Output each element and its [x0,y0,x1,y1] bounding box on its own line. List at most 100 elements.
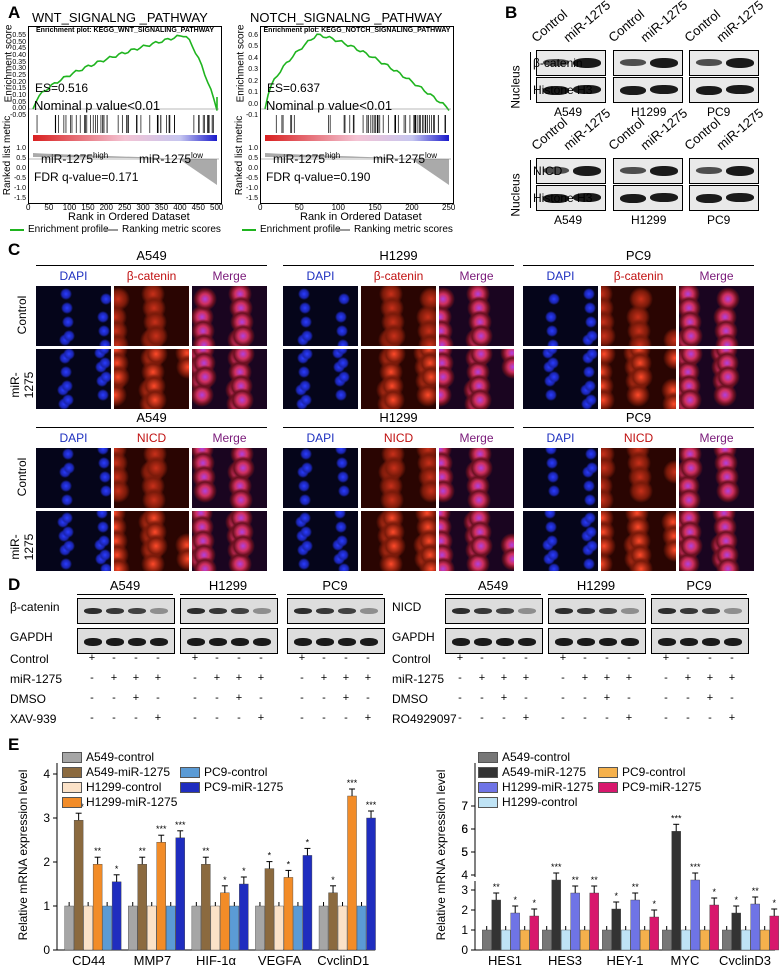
category-label: MMP7 [134,953,172,965]
bar [681,930,690,950]
blot-box [77,598,175,624]
treatment-sign: - [497,712,511,724]
lane-label-control: Control [528,7,570,45]
treatment-sign: - [317,692,331,704]
cell-underline [36,427,267,428]
treatment-sign: - [659,712,673,724]
blot-box [689,158,759,184]
bar [303,855,312,950]
channel-label: Merge [192,269,267,283]
bar [255,906,264,950]
channel-label: DAPI [523,431,598,445]
micrograph-tile [361,286,436,346]
bar [732,913,741,950]
band [150,638,168,646]
legend-line [336,229,350,231]
treatment-sign: - [107,652,121,664]
band [294,608,312,614]
row-label: NICD [533,164,562,178]
band [555,638,573,646]
hit-bars [276,115,445,133]
y-axis-label: Relative mRNA expression level [434,770,448,941]
legend-swatch [478,782,498,793]
row-label: GAPDH [392,630,435,644]
hit-bars [37,115,214,133]
treatment-sign: - [622,652,636,664]
treatment-sign: + [725,712,739,724]
low-sup: low [191,151,203,160]
y-tick: 0.0 [238,165,258,172]
treatment-sign: - [254,652,268,664]
bar [722,930,731,950]
treatment-sign: + [622,712,636,724]
significance-mark: * [652,899,656,909]
blot-box [445,628,543,654]
band [577,608,595,614]
treatment-sign: + [339,692,353,704]
cell-header: A549 [36,410,267,425]
band [187,608,205,614]
treatment-sign: - [681,712,695,724]
y-tick: -0.5 [6,175,26,182]
micrograph-tile [601,511,676,571]
cell-label: PC9 [707,213,730,227]
micrograph-tile [601,448,676,508]
treatment-sign: - [681,692,695,704]
treatment-label: miR-1275 [10,672,62,686]
micrograph-tile [523,349,598,409]
micrograph-tile [523,286,598,346]
micrograph-tile [439,511,514,571]
blot-box [287,598,385,624]
bar [211,906,220,950]
row-label: Histone H3 [533,83,592,97]
band [253,638,271,646]
row-label: Histone H3 [533,191,592,205]
category-label: MYC [671,953,700,965]
legend-text: A549-control [86,750,154,764]
micrograph-tile [283,511,358,571]
legend-item: A549-miR-1275 [62,765,170,779]
bar [751,904,760,950]
category-label: CyclinD3 [719,953,771,965]
band [106,608,124,614]
lane-label-mir: miR-1275 [637,0,690,45]
treatment-sign: - [85,712,99,724]
treatment-sign: + [232,672,246,684]
band [496,638,514,646]
treatment-sign: + [361,712,375,724]
category-label: HES1 [488,953,522,965]
treatment-sign: + [295,652,309,664]
treatment-label: miR-1275 [392,672,444,686]
nucleus-bracket [530,52,531,100]
band [474,638,492,646]
treatment-sign: + [600,692,614,704]
bar [571,893,580,950]
low-sup: low [425,151,437,160]
bar [293,906,302,950]
treatment-sign: - [254,692,268,704]
legend-swatch [478,767,498,778]
channel-label: Merge [192,431,267,445]
significance-mark: *** [671,813,682,823]
y-tick: 1.0 [238,145,258,152]
micrograph-tile [192,286,267,346]
significance-mark: ** [632,882,640,892]
bar [650,917,659,950]
legend-text: PC9-miR-1275 [622,780,701,794]
cell-header: PC9 [523,248,754,263]
significance-mark: * [115,864,119,874]
y-tick: -1.5 [6,195,26,202]
treatment-sign: - [475,692,489,704]
treatment-sign: - [107,712,121,724]
micrograph-tile [361,349,436,409]
treatment-sign: - [703,712,717,724]
treatment-sign: + [681,672,695,684]
band-control [696,86,722,95]
legend-line [104,229,118,231]
channel-label: β-catenin [361,269,436,283]
significance-mark: *** [347,778,358,788]
micrograph-tile [439,286,514,346]
category-label: HES3 [548,953,582,965]
treatment-sign: - [361,692,375,704]
bar [230,906,239,950]
